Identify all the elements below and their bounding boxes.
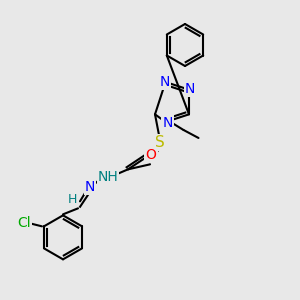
Text: N: N: [85, 180, 95, 194]
Text: N: N: [185, 82, 195, 96]
Text: N: N: [162, 116, 173, 130]
Text: O: O: [146, 148, 156, 162]
Text: H: H: [67, 193, 77, 206]
Text: Cl: Cl: [17, 216, 31, 230]
Text: NH: NH: [98, 170, 118, 184]
Text: N: N: [159, 75, 170, 89]
Text: S: S: [155, 135, 165, 150]
